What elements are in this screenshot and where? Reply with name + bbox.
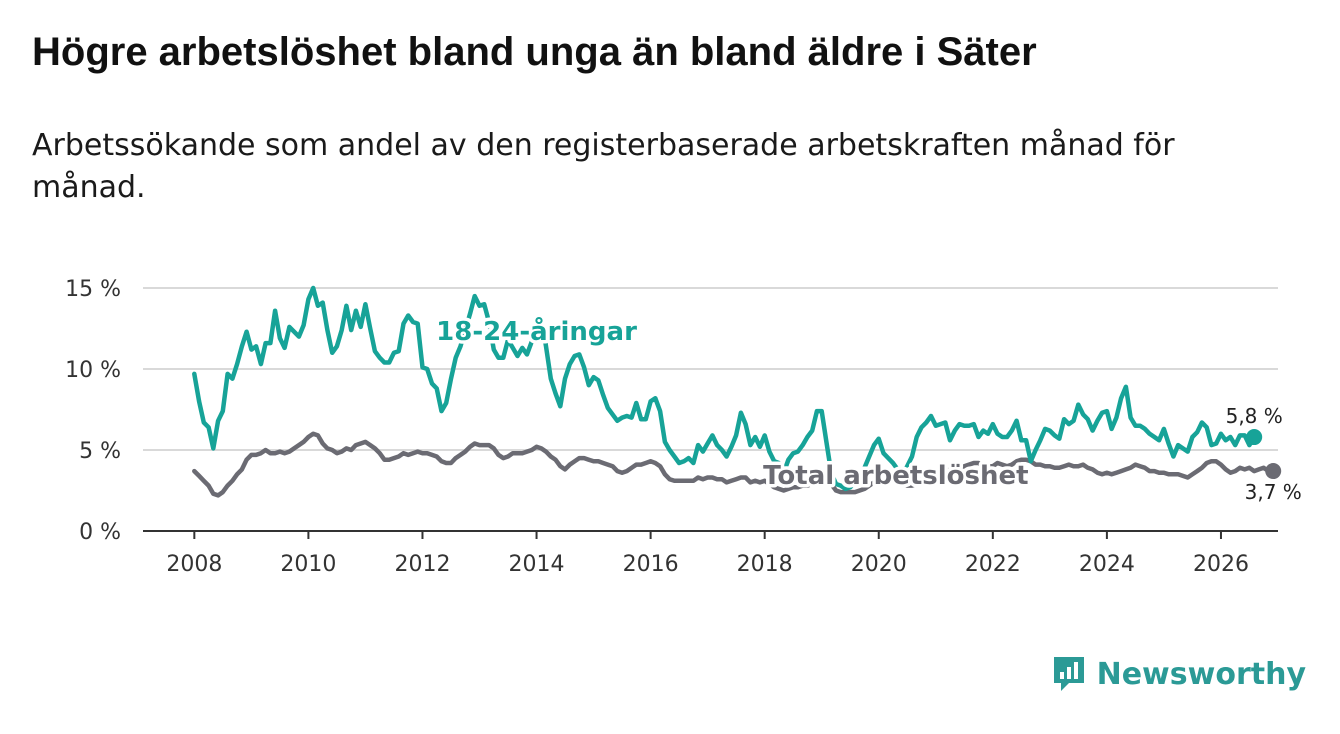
y-tick-label: 5 % [79,439,121,464]
newsworthy-logo-icon [1053,657,1084,691]
y-tick-label: 15 % [65,277,121,302]
series-lines [192,285,1282,498]
x-tick-label: 2024 [1079,552,1135,577]
y-axis-ticks: 0 % 5 % 10 % 15 % [65,277,121,545]
series-end-point-total [1265,463,1282,480]
end-value-label-youth: 5,8 % [1226,404,1283,428]
series-line-total [192,431,1276,498]
brand-name: Newsworthy [1096,656,1306,692]
end-value-label-total: 3,7 % [1245,480,1302,504]
x-axis-ticks: 2008 2010 2012 2014 2016 2018 2020 2022 2024 2026 [166,531,1249,577]
series-end-point-youth [1246,429,1263,446]
x-tick-label: 2014 [509,552,565,577]
y-tick-label: 10 % [65,358,121,383]
x-tick-label: 2022 [965,552,1021,577]
x-tick-label: 2016 [623,552,679,577]
series-label-youth: 18-24-åringar [436,315,637,347]
x-tick-label: 2012 [394,552,450,577]
series-line-youth [192,285,1257,492]
x-tick-label: 2018 [737,552,793,577]
series-label-total: Total arbetslöshet [763,461,1028,491]
x-tick-label: 2026 [1193,552,1249,577]
series-labels: 18-24-åringar Total arbetslöshet 5,8 % 3,7 … [433,311,1305,506]
x-tick-label: 2008 [166,552,222,577]
chart-subtitle: Arbetssökande som andel av den registerb… [32,128,1175,205]
x-tick-label: 2020 [851,552,907,577]
y-tick-label: 0 % [79,520,121,545]
x-tick-label: 2010 [280,552,336,577]
brand-logo: Newsworthy [1051,654,1306,694]
chart-title: Högre arbetslöshet bland unga än bland ä… [32,30,1037,74]
